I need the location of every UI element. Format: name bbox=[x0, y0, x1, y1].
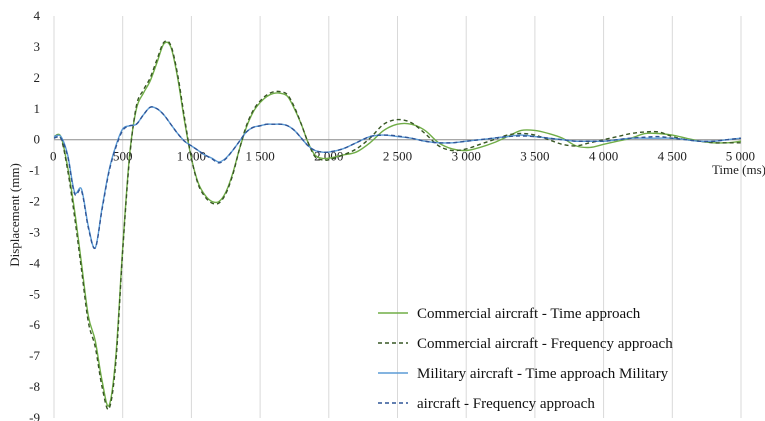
x-tick-label-10: 5 000 bbox=[726, 149, 755, 164]
x-tick-label-6: 3 000 bbox=[452, 149, 481, 164]
grid-lines bbox=[53, 16, 742, 418]
legend: Commercial aircraft - Time approach Comme… bbox=[378, 306, 673, 412]
y-tick-label-10: -6 bbox=[29, 317, 40, 332]
y-tick-label-12: -8 bbox=[29, 379, 40, 394]
y-tick-label-7: -3 bbox=[29, 224, 40, 239]
y-tick-label-0: 4 bbox=[34, 8, 41, 23]
legend-label-3: aircraft - Frequency approach bbox=[417, 396, 595, 412]
x-tick-label-9: 4 500 bbox=[658, 149, 687, 164]
series-line-0 bbox=[53, 41, 742, 407]
y-tick-label-11: -7 bbox=[29, 348, 40, 363]
x-tick-label-5: 2 500 bbox=[383, 149, 412, 164]
y-tick-label-3: 1 bbox=[34, 101, 41, 116]
x-tick-label-8: 4 000 bbox=[589, 149, 618, 164]
x-tick-label-7: 3 500 bbox=[520, 149, 549, 164]
y-tick-labels: 4 3 2 1 0 -1 -2 -3 -4 -5 -6 -7 -8 -9 bbox=[29, 8, 40, 421]
y-tick-label-9: -5 bbox=[29, 286, 40, 301]
y-tick-label-5: -1 bbox=[29, 163, 40, 178]
x-tick-labels: 0 500 1 000 1 500 2 000 2 500 3 000 3 500 4 000 4… bbox=[50, 149, 755, 164]
x-tick-label-1: 500 bbox=[113, 149, 133, 164]
y-tick-label-6: -2 bbox=[29, 194, 40, 209]
x-axis-title: Time (ms) bbox=[712, 162, 765, 177]
y-tick-label-2: 2 bbox=[34, 70, 41, 85]
y-tick-label-13: -9 bbox=[29, 410, 40, 421]
series-line-3 bbox=[53, 106, 742, 250]
y-axis-title: Displacement (mm) bbox=[7, 163, 22, 267]
series-line-1 bbox=[53, 40, 741, 411]
series-lines bbox=[53, 40, 742, 411]
y-tick-label-1: 3 bbox=[34, 39, 41, 54]
y-tick-label-4: 0 bbox=[34, 132, 41, 147]
legend-label-2: Military aircraft - Time approach Milita… bbox=[417, 366, 669, 382]
legend-label-0: Commercial aircraft - Time approach bbox=[417, 306, 641, 322]
x-tick-label-0: 0 bbox=[50, 149, 57, 164]
x-tick-label-3: 1 500 bbox=[245, 149, 274, 164]
y-tick-label-8: -4 bbox=[29, 255, 40, 270]
legend-label-1: Commercial aircraft - Frequency approach bbox=[417, 336, 673, 352]
